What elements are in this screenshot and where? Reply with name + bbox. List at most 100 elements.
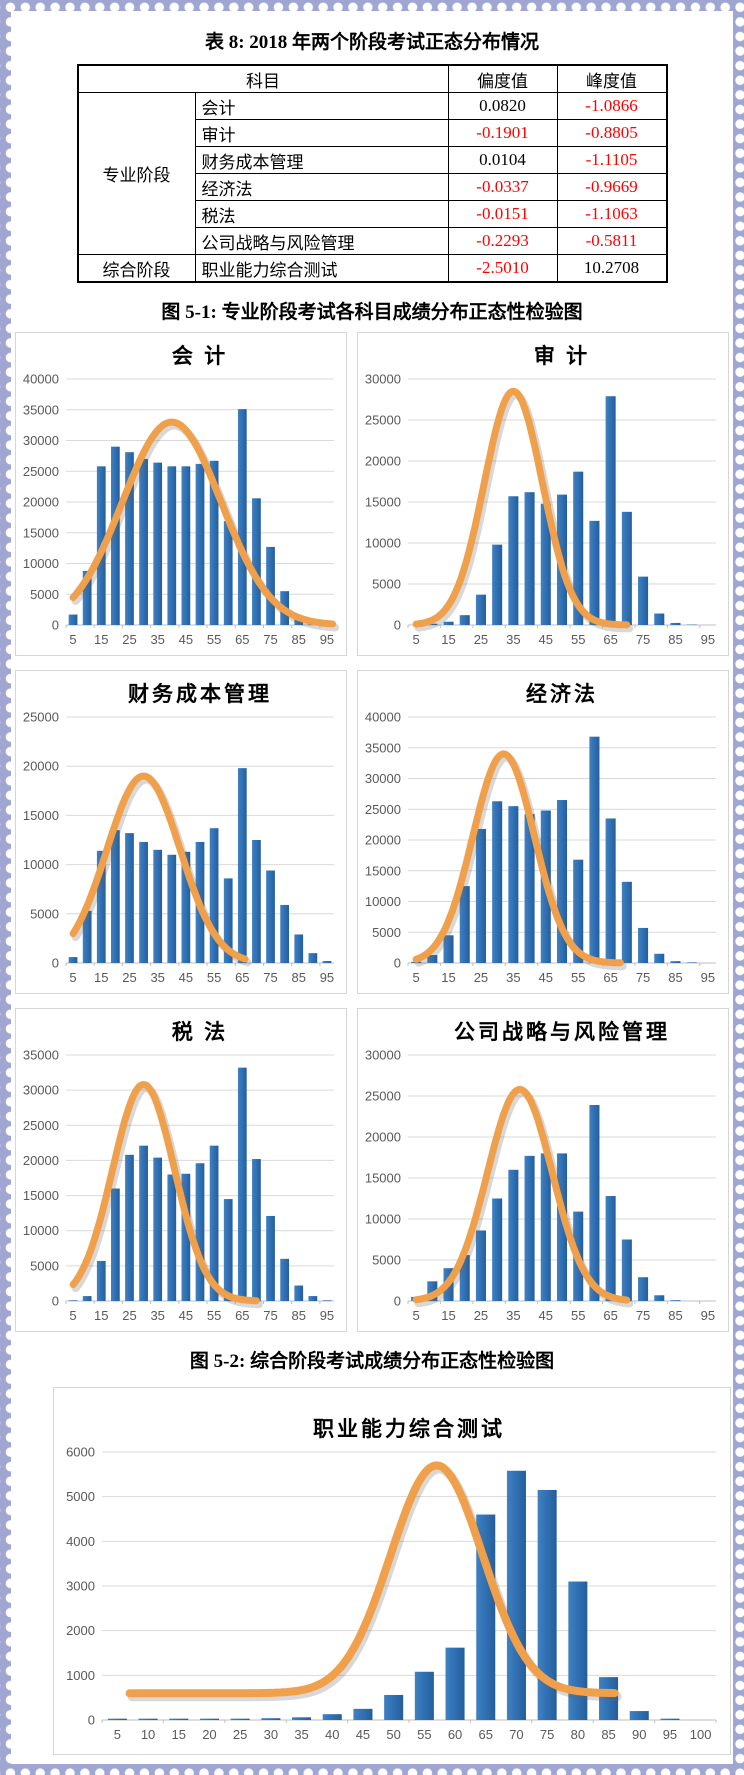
bar [139,1145,148,1301]
y-tick-label: 30000 [365,1048,401,1063]
y-tick-label: 25000 [23,1118,59,1133]
y-tick-label: 15000 [365,1171,401,1186]
bar [506,1470,526,1720]
chart-economic-law: 0 5000 10000 15000 20000 25000 30000 35000 40000… [357,670,729,994]
normality-stats-table: 科目 偏度值 峰度值 专业阶段 会计 0.0820 -1.0866 审计 -0.… [76,64,668,283]
figure-5-2-caption: 图 5-2: 综合阶段考试成绩分布正态性检验图 [189,1351,555,1372]
x-tick-label: 5 [412,970,419,985]
bar [280,904,290,963]
skewness-value: -0.2293 [447,227,558,255]
y-tick-label: 35000 [23,1048,59,1063]
y-tick-label: 15000 [365,863,401,878]
chart-title: 经济法 [526,682,598,706]
bar [508,496,519,625]
x-tick-label: 65 [603,632,617,647]
bar [459,1255,470,1301]
bar [670,961,681,963]
x-tick-label: 55 [571,632,585,647]
bar [589,736,600,963]
y-tick-label: 5000 [372,1253,401,1268]
bar [508,1169,519,1301]
bar [195,1163,205,1301]
table-row: 经济法 -0.0337 -0.9669 [78,173,667,201]
x-tick-label: 90 [632,1727,646,1742]
x-tick-label: 85 [668,1308,682,1323]
y-tick-label: 25000 [365,802,401,817]
subject-cell: 审计 [194,119,449,147]
bar [427,1281,438,1301]
x-tick-label: 35 [506,970,520,985]
x-tick-label: 70 [509,1727,523,1742]
bar [308,953,318,963]
normal-curve [69,1080,260,1305]
subject-cell: 财务成本管理 [194,146,449,174]
bar [621,881,632,963]
y-tick-label: 15000 [365,495,401,510]
bar [181,1173,191,1301]
chart-title: 公司战略与风险管理 [454,1020,670,1044]
x-tick-label: 65 [235,1308,249,1323]
x-tick-label: 95 [320,970,334,985]
x-tick-label: 75 [263,632,277,647]
y-tick-label: 2000 [66,1623,95,1638]
bar [605,1196,616,1301]
y-tick-label: 0 [394,956,401,971]
y-tick-label: 15000 [23,1188,59,1203]
y-tick-label: 3000 [66,1579,95,1594]
x-tick-label: 45 [179,632,193,647]
bar [169,1718,189,1720]
bar [237,1067,247,1301]
bar [414,1671,434,1720]
x-tick-label: 75 [636,632,650,647]
bar [261,1718,281,1720]
bar [492,801,503,963]
x-tick-label: 10 [141,1727,155,1742]
chart-title: 审 计 [534,344,590,368]
x-tick-label: 35 [294,1727,308,1742]
bar [445,1647,465,1720]
bar [82,910,92,963]
y-tick-label: 0 [52,1294,59,1309]
chart-financial-cost-management: 0 5000 10000 15000 20000 25000 5 15 25 35 45 55 65 75… [15,670,347,994]
bar [605,396,616,625]
y-tick-label: 15000 [23,525,59,540]
x-tick-label: 5 [412,632,419,647]
col-header-kurtosis: 峰度值 [556,64,667,93]
x-tick-label: 95 [320,1308,334,1323]
bar [110,1188,120,1301]
x-tick-label: 35 [150,970,164,985]
x-tick-label: 45 [539,970,553,985]
normal-curve [125,1461,619,1698]
y-tick-label: 30000 [365,771,401,786]
bar [82,1296,92,1301]
x-tick-label: 30 [264,1727,278,1742]
x-tick-label: 15 [441,632,455,647]
y-tick-label: 35000 [365,740,401,755]
skewness-value: -0.1901 [447,119,558,147]
x-tick-label: 95 [701,970,715,985]
chart-accounting: 0 5000 10000 15000 20000 25000 30000 35000 40000… [15,332,347,656]
kurtosis-value: -1.1105 [556,146,667,174]
y-tick-label: 40000 [365,710,401,725]
bar [181,851,191,963]
subject-cell: 公司战略与风险管理 [194,227,449,255]
y-tick-label: 20000 [365,1130,401,1145]
bar [252,1159,261,1301]
y-tick-label: 25000 [365,1089,401,1104]
chart-tax-law: 0 5000 10000 15000 20000 25000 30000 35000 5 15 25… [15,1008,347,1332]
x-tick-label: 20 [202,1727,216,1742]
y-tick-label: 20000 [365,833,401,848]
bar [492,1198,503,1301]
auditing-histogram: 0 5000 10000 15000 20000 25000 30000 5 15 25 35 45 5… [365,344,716,647]
kurtosis-value: -0.9669 [556,173,667,201]
x-tick-label: 25 [474,970,488,985]
y-tick-label: 40000 [23,372,59,387]
bar [223,878,233,963]
x-tick-label: 85 [668,632,682,647]
bar [294,1285,304,1301]
x-tick-label: 100 [690,1727,712,1742]
bar [475,1230,486,1301]
bar [266,546,275,625]
y-tick-label: 0 [394,618,401,633]
professional-charts-grid: 0 5000 10000 15000 20000 25000 30000 35000 40000… [11,332,733,1332]
